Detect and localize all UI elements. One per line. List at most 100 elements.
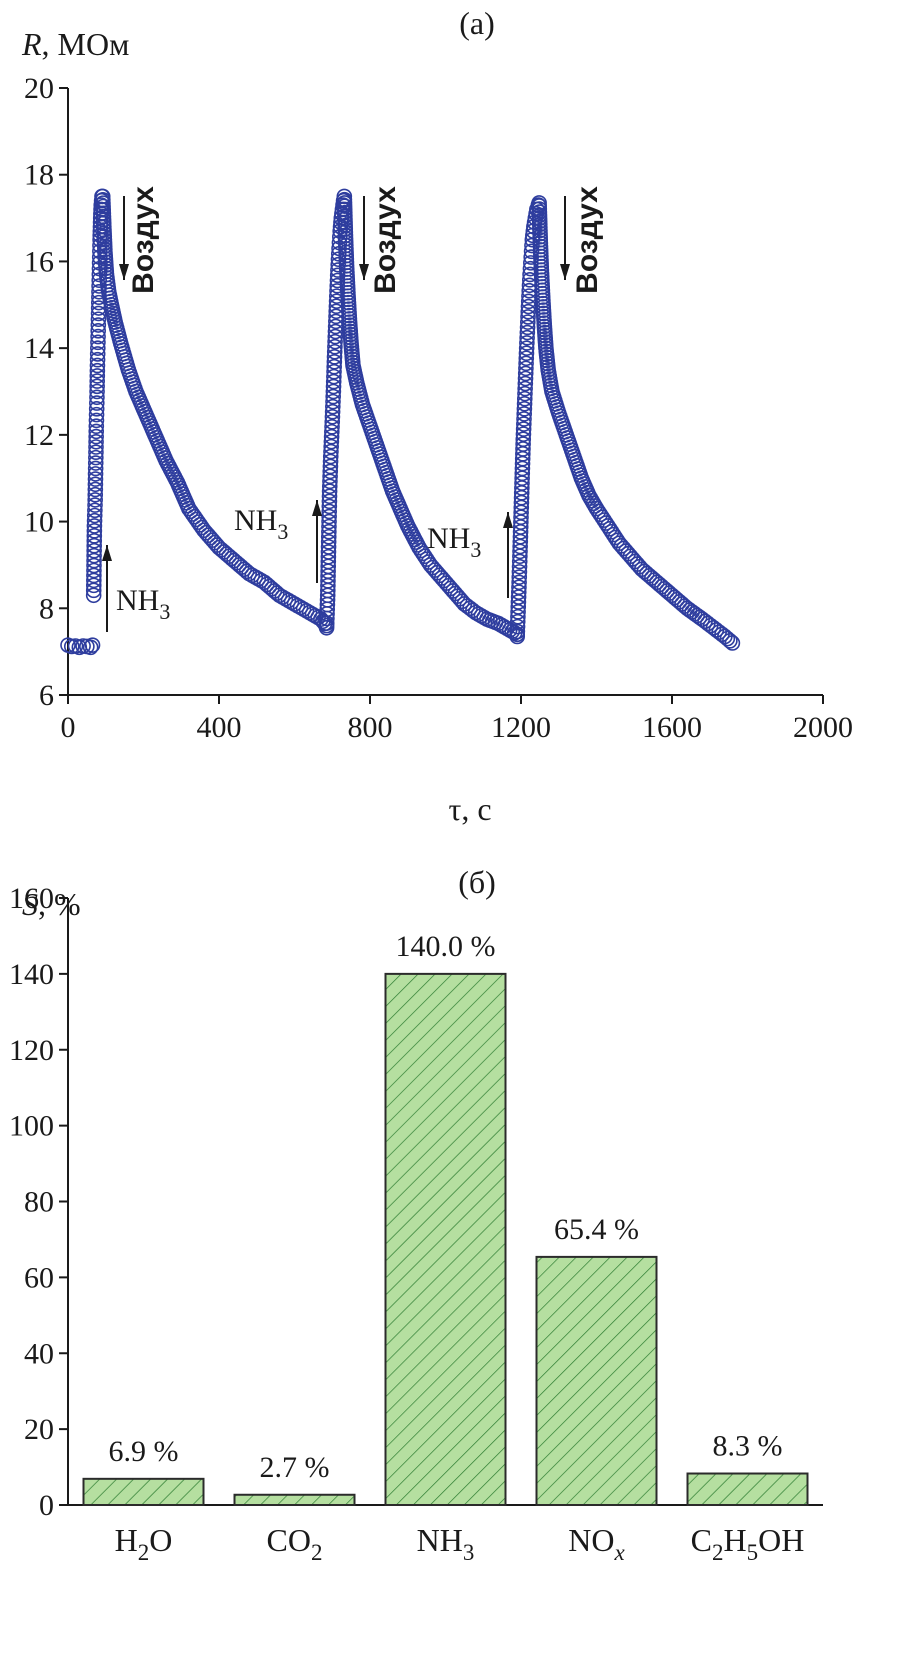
air-arrow-2-head (359, 264, 369, 280)
rise-point (87, 466, 104, 482)
bar (686, 1472, 809, 1506)
category-label-part: OH (758, 1522, 804, 1558)
rise-point (86, 523, 103, 539)
nh3-arrow-2-head (312, 500, 322, 516)
rise-point (87, 476, 104, 493)
y-tick-label-b: 140 (9, 958, 54, 991)
rise-point (511, 574, 527, 591)
rise-point (322, 468, 338, 485)
rise-point (321, 483, 338, 500)
rise-point (88, 401, 105, 417)
rise-point (88, 406, 105, 423)
rise-point (519, 324, 536, 341)
rise-point (88, 439, 104, 455)
rise-point (86, 512, 103, 529)
y-tick-label-b: 120 (9, 1034, 54, 1067)
rise-point (86, 547, 102, 564)
rise-point (325, 398, 341, 415)
rise-point (89, 373, 106, 389)
rise-point (85, 582, 102, 599)
rise-point (518, 360, 534, 377)
bar (384, 972, 507, 1506)
rise-point (325, 388, 341, 405)
y-axis-symbol-b: S (22, 886, 38, 922)
category-label-part: CO (267, 1522, 311, 1558)
decay-point (722, 633, 738, 649)
rise-point (330, 262, 346, 278)
rise-point (510, 584, 527, 600)
category-label-part: 5 (747, 1540, 759, 1565)
rise-point (511, 553, 528, 570)
rise-point (517, 375, 534, 392)
rise-point (87, 460, 104, 477)
rise-point (326, 353, 343, 370)
rise-point (321, 508, 337, 525)
rise-point (85, 587, 102, 604)
rise-point (516, 395, 533, 412)
rise-point (88, 423, 105, 440)
rise-point (88, 418, 105, 434)
y-axis-unit-a: , МОм (42, 26, 130, 62)
rise-point (324, 414, 341, 430)
rise-point (325, 383, 342, 400)
rise-point (517, 365, 534, 382)
bar-value-label: 6.9 % (109, 1435, 179, 1468)
rise-point (324, 423, 340, 440)
rise-point (86, 532, 103, 549)
rise-point (519, 335, 535, 351)
category-label-part: NO (568, 1522, 614, 1558)
nh3-label-3-subscript: 3 (470, 537, 481, 562)
baseline-point (84, 637, 101, 653)
rise-point (86, 567, 102, 584)
rise-point (89, 346, 106, 362)
nh3-label-2: NH3 (234, 504, 288, 544)
rise-point (86, 557, 102, 574)
nh3-label-2-subscript: 3 (277, 519, 288, 544)
resistance-scatter-chart: (a) R, МОм τ, с 6 8 10 12 14 16 18 20 0 400 800 120… (21, 5, 853, 827)
category-label: C2H5OH (691, 1522, 805, 1565)
rise-point (90, 311, 107, 328)
nh3-label-1-subscript: 3 (159, 599, 170, 624)
rise-point (89, 383, 105, 400)
rise-point (320, 539, 337, 555)
rise-point (90, 317, 107, 333)
baseline-point (82, 639, 99, 656)
rise-point (322, 473, 338, 490)
x-tick-label-a: 0 (61, 711, 76, 744)
rise-point (86, 537, 103, 554)
rise-point (327, 323, 344, 340)
category-label: NOx (568, 1522, 625, 1565)
rise-point (322, 463, 339, 480)
rise-point (515, 431, 532, 447)
rise-point (88, 428, 104, 445)
bar-value-label: 2.7 % (260, 1451, 330, 1484)
category-label-part: NH (417, 1522, 463, 1558)
rise-point (516, 406, 533, 422)
rise-point (321, 493, 338, 510)
rise-point (89, 368, 106, 384)
rise-point (325, 393, 341, 410)
bar (535, 1255, 658, 1507)
rise-point (86, 542, 102, 559)
bar-value-label: 8.3 % (713, 1430, 783, 1463)
rise-point (321, 488, 338, 505)
x-tick-label-a: 1600 (642, 711, 702, 744)
y-tick-label-b: 0 (39, 1489, 54, 1522)
rise-point (321, 478, 338, 495)
rise-point (86, 572, 102, 589)
rise-point (88, 444, 104, 461)
rise-point (90, 322, 106, 339)
category-label-part: H (115, 1522, 138, 1558)
rise-point (321, 518, 337, 535)
rise-point (518, 350, 535, 367)
rise-point (520, 303, 537, 320)
rise-point (519, 314, 536, 330)
category-label-part: 2 (311, 1540, 323, 1565)
nh3-label-3-text: NH (427, 522, 470, 555)
nh3-label-2-text: NH (234, 504, 277, 537)
data-points-a (60, 188, 741, 656)
rise-point (327, 338, 343, 355)
nh3-label-1: NH3 (116, 584, 170, 624)
y-tick-label-a: 20 (24, 72, 54, 105)
